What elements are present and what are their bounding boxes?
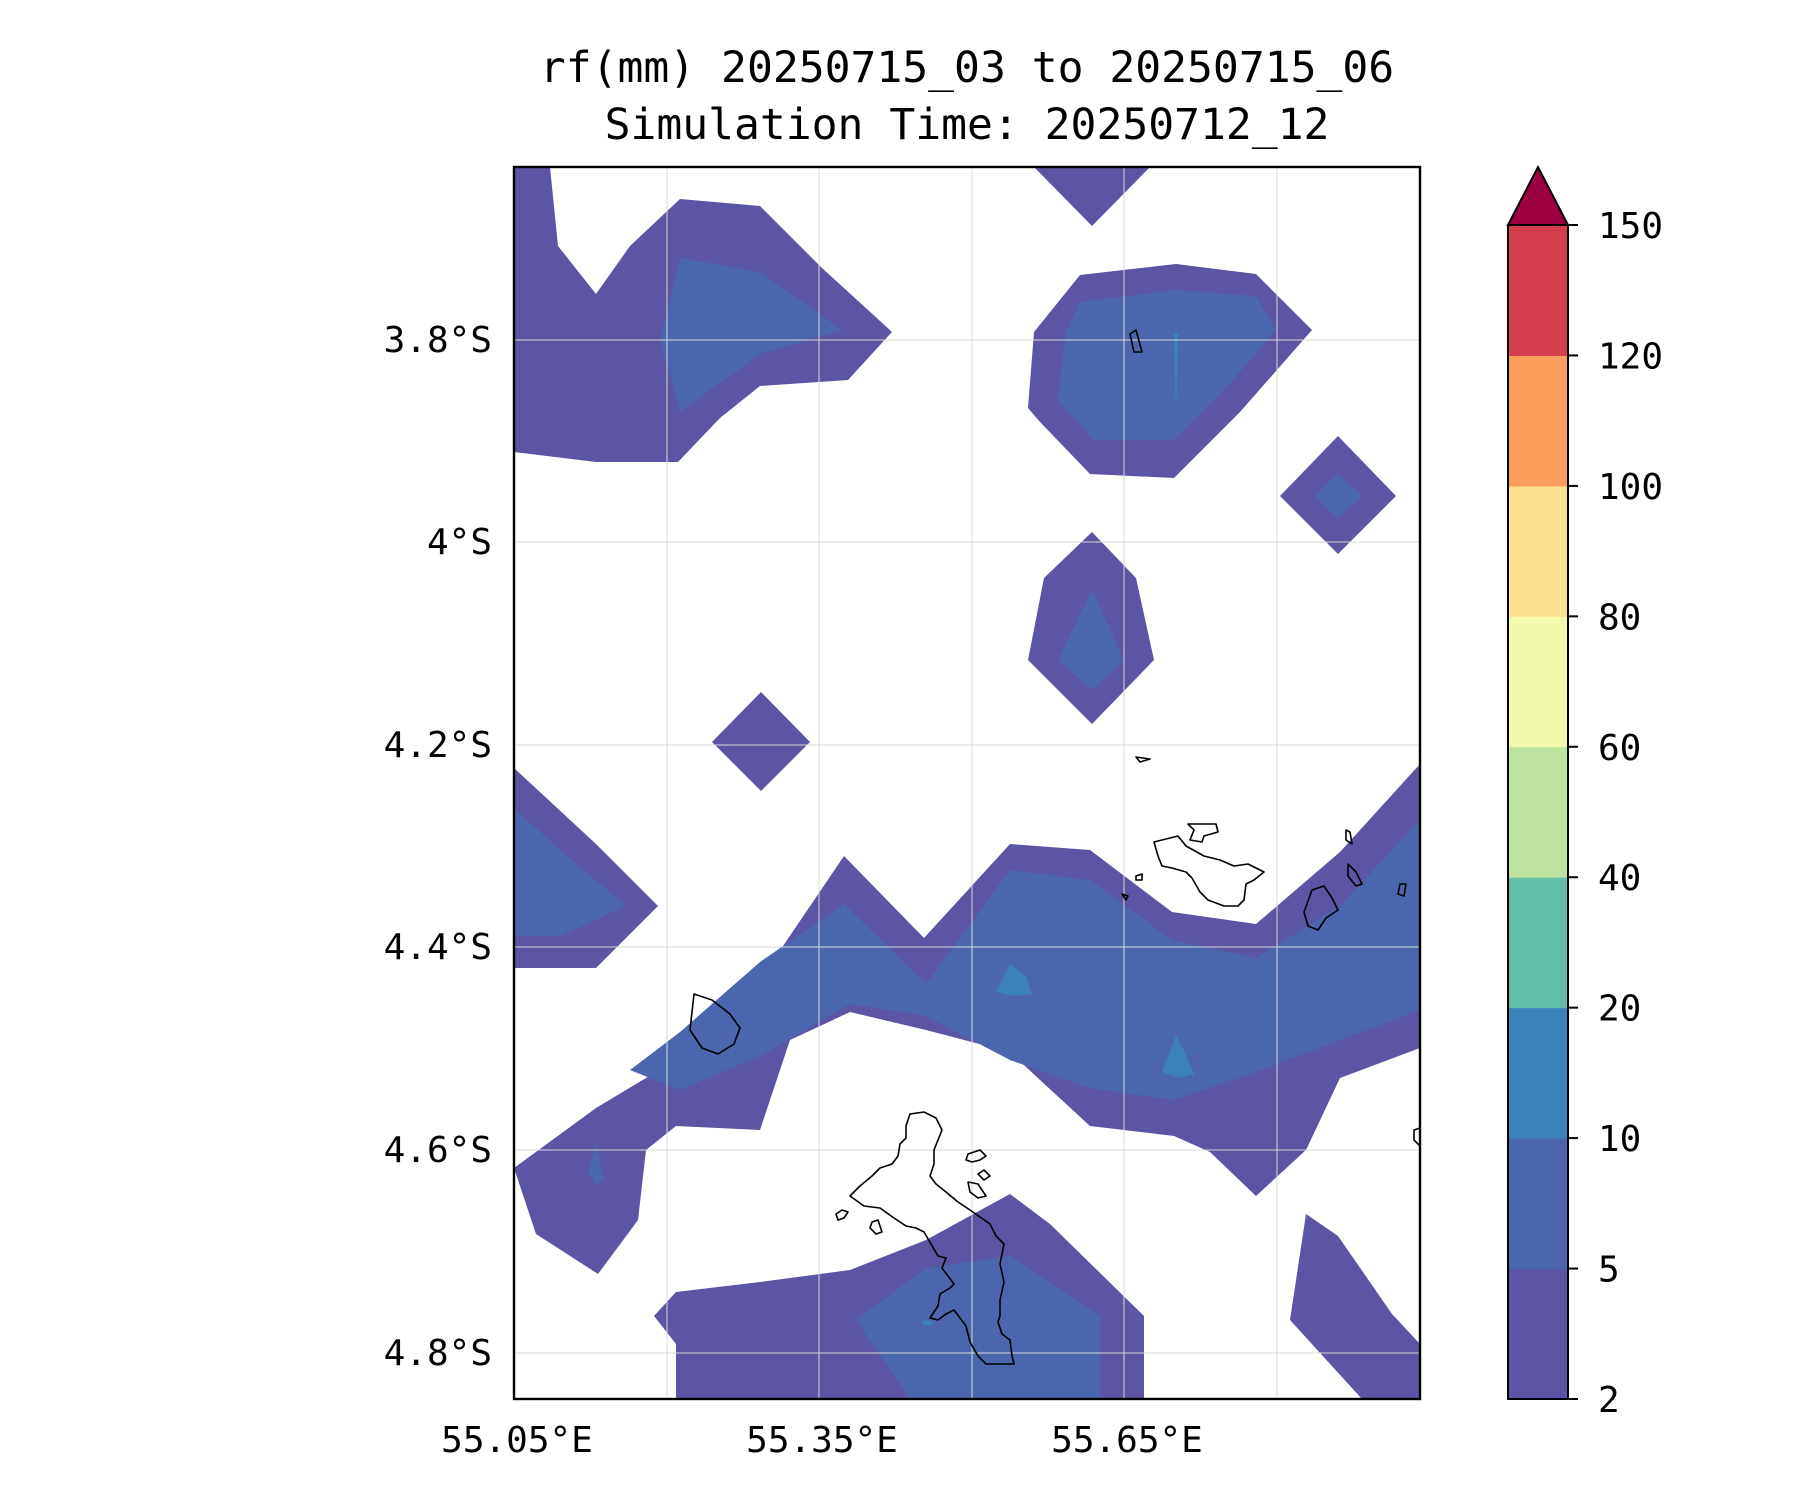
coastline-ste-anne-1 (965, 1149, 987, 1163)
lon-label-55.35: 55.35°E (746, 1420, 898, 1461)
colorbar-tick-label: 40 (1598, 858, 1641, 899)
contour-5-10mm (514, 258, 1420, 1399)
coastline-denis-island (1129, 329, 1143, 353)
colorbar-tick-label: 100 (1598, 467, 1663, 508)
map-frame (512, 165, 1422, 1401)
coastline-therese (835, 1209, 849, 1221)
coastline-praslin-north (1187, 823, 1219, 843)
contour-10-20-spot-2 (996, 964, 1032, 996)
colorbar-tick-label: 150 (1598, 206, 1663, 247)
contour-10-20-spot-1 (1174, 334, 1178, 416)
lat-label-4.4: 4.4°S (384, 927, 492, 968)
contour-10-20mm (922, 334, 1194, 1326)
coastline-marianne (1397, 883, 1407, 897)
contour-5-10-central-north (1058, 590, 1124, 690)
colorbar: 2 5 10 20 40 60 80 100 120 150 (1506, 164, 1663, 1421)
coastline-praslin (1153, 835, 1265, 907)
colorbar-segment-100-120 (1508, 355, 1568, 487)
colorbar-segment-5-10 (1508, 1138, 1568, 1270)
lat-label-4.8: 4.8°S (384, 1333, 492, 1374)
coastline-ste-anne-3 (967, 1181, 987, 1199)
contour-5-10-east-diamond (1314, 474, 1362, 518)
colorbar-tick-label: 60 (1598, 728, 1641, 769)
coastline-conception (869, 1219, 883, 1235)
colorbar-segment-80-100 (1508, 485, 1568, 617)
colorbar-segment-120-150 (1508, 225, 1568, 356)
contour-10-20-spot-3 (1162, 1036, 1194, 1078)
lat-label-4.0: 4°S (427, 522, 492, 563)
colorbar-tick-label: 2 (1598, 1380, 1620, 1421)
colorbar-segments (1508, 225, 1568, 1400)
map-panel (512, 165, 1422, 1401)
lat-label-4.6: 4.6°S (384, 1130, 492, 1171)
colorbar-frame (1507, 224, 1569, 1400)
lon-label-55.05: 55.05°E (441, 1420, 593, 1461)
title-line-2: Simulation Time: 20250712_12 (605, 100, 1330, 150)
map-gridlines (514, 167, 1420, 1399)
lat-label-3.8: 3.8°S (384, 320, 492, 361)
lat-label-4.2: 4.2°S (384, 725, 492, 766)
coastline-islet-north (1135, 756, 1151, 763)
contour-5-10-northwest (660, 258, 842, 412)
colorbar-segment-40-60 (1508, 746, 1568, 878)
contour-region-north-cap (1034, 167, 1150, 226)
colorbar-segment-10-20 (1508, 1007, 1568, 1139)
coastline-cousine (1121, 893, 1129, 901)
lon-label-55.65: 55.65°E (1051, 1420, 1203, 1461)
coastline-silhouette (689, 993, 741, 1055)
contour-5-10-northeast (1058, 290, 1276, 440)
longitude-labels: 55.05°E 55.35°E 55.65°E (441, 1420, 1203, 1461)
contour-5-10-central-band (630, 820, 1420, 1100)
colorbar-segment-2-5 (1508, 1268, 1568, 1400)
contour-5-10-south (856, 1256, 1100, 1399)
contour-10-20-spot-4 (922, 1320, 934, 1326)
coastline-felicite (1347, 863, 1363, 887)
colorbar-tick-label: 10 (1598, 1119, 1641, 1160)
contour-5-10-west-edge (514, 808, 626, 936)
colorbar-ticks: 2 5 10 20 40 60 80 100 120 150 (1568, 206, 1663, 1421)
colorbar-tick-label: 120 (1598, 336, 1663, 377)
latitude-labels: 3.8°S 4°S 4.2°S 4.4°S 4.6°S 4.8°S (384, 320, 492, 1374)
coastline-la-digue (1303, 885, 1339, 931)
contour-region-small-diamond (712, 692, 810, 791)
colorbar-tick-label: 5 (1598, 1250, 1620, 1291)
contour-5-10-west-south (588, 1144, 604, 1186)
colorbar-tick-label: 20 (1598, 989, 1641, 1030)
title-line-1: rf(mm) 20250715_03 to 20250715_06 (540, 43, 1394, 93)
coastlines (689, 329, 1420, 1365)
coastline-ste-anne-2 (977, 1169, 991, 1181)
coastline-mahe (849, 1111, 1015, 1365)
colorbar-extend-arrow (1506, 164, 1570, 226)
coastline-curieuse (1345, 829, 1353, 845)
coastline-east-edge (1413, 1127, 1420, 1147)
coastline-cousin (1135, 873, 1143, 881)
colorbar-segment-60-80 (1508, 616, 1568, 748)
colorbar-tick-label: 80 (1598, 597, 1641, 638)
colorbar-segment-20-40 (1508, 877, 1568, 1009)
